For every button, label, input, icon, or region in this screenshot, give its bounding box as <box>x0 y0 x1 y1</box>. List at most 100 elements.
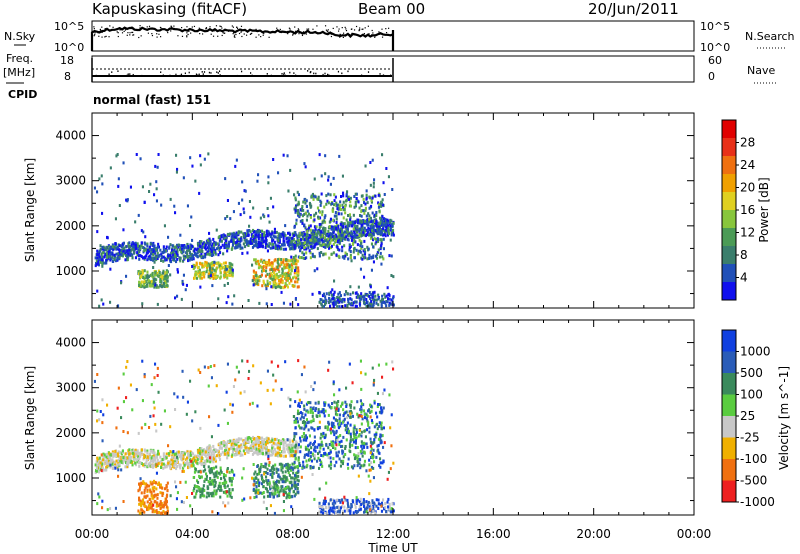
power-cell <box>279 235 282 239</box>
power-cell <box>309 228 312 232</box>
velocity-cell <box>198 454 201 458</box>
velocity-cell <box>231 441 234 445</box>
velocity-cell <box>214 448 217 452</box>
power-cell <box>242 233 245 237</box>
power-cell <box>285 237 288 241</box>
power-cell <box>124 258 127 262</box>
velocity-cell <box>232 445 235 448</box>
velocity-cell <box>229 439 232 443</box>
power-cell <box>303 257 306 260</box>
velocity-cell <box>348 410 351 414</box>
power-cell <box>136 242 139 246</box>
power-cell <box>140 274 143 278</box>
power-cell <box>186 249 189 253</box>
velocity-cell <box>267 451 270 455</box>
power-cell <box>231 302 234 306</box>
power-cell <box>266 207 269 210</box>
velocity-cell <box>109 465 112 469</box>
power-cell <box>370 256 373 260</box>
nave-point <box>218 70 221 73</box>
velocity-cell <box>122 456 125 460</box>
power-cell <box>169 257 172 261</box>
velocity-cell <box>169 464 172 468</box>
colorbar-swatch <box>722 228 736 247</box>
power-cell <box>373 237 376 241</box>
power-cell <box>358 227 361 231</box>
power-cell <box>193 264 196 268</box>
velocity-cell <box>365 442 368 446</box>
power-cell <box>327 192 330 196</box>
velocity-cell <box>293 494 296 498</box>
velocity-cell <box>190 451 193 455</box>
nsearch-point <box>201 33 204 35</box>
velocity-cell <box>279 477 282 481</box>
power-cell <box>318 153 321 157</box>
power-cell <box>325 194 328 198</box>
power-cell <box>182 273 185 277</box>
nsky-label: N.Sky <box>4 30 36 43</box>
velocity-cell <box>97 469 100 473</box>
velocity-cell <box>286 485 289 489</box>
power-cell <box>365 193 368 197</box>
velocity-cell <box>255 495 258 499</box>
nsearch-point <box>327 29 329 31</box>
velocity-cell <box>124 456 127 460</box>
power-cell <box>332 230 335 234</box>
velocity-cell <box>159 500 162 504</box>
nsearch-point <box>365 34 367 36</box>
power-cell <box>350 298 353 302</box>
power-cell <box>225 301 228 305</box>
power-cell <box>323 230 326 233</box>
velocity-cell <box>207 491 210 495</box>
power-cell <box>306 214 309 218</box>
nsearch-point <box>108 36 110 38</box>
velocity-cell <box>373 440 376 444</box>
velocity-cell <box>285 444 288 448</box>
nave-point <box>201 71 203 73</box>
power-cell <box>220 263 223 267</box>
velocity-cell <box>159 483 162 487</box>
power-cell <box>361 245 364 249</box>
velocity-cell <box>96 463 99 467</box>
nave-point <box>367 71 370 73</box>
power-cell <box>374 298 377 302</box>
power-cell <box>164 256 167 260</box>
velocity-cell <box>203 489 206 492</box>
nave-point <box>219 74 221 76</box>
power-cell <box>305 241 308 245</box>
power-cell <box>251 245 254 249</box>
power-cell <box>345 290 348 294</box>
power-cell <box>366 257 369 261</box>
power-cell <box>151 273 154 277</box>
power-cell <box>336 246 339 249</box>
power-cell <box>300 233 303 237</box>
power-cell <box>271 242 274 246</box>
power-cell <box>196 254 199 258</box>
nave-point <box>169 74 171 77</box>
power-cell <box>266 232 269 236</box>
power-cell <box>363 201 366 204</box>
nsearch-point <box>353 29 356 31</box>
power-cell <box>230 267 233 271</box>
power-cell <box>318 254 321 258</box>
nave-point <box>236 74 238 77</box>
velocity-cell <box>369 410 372 414</box>
power-cell <box>156 272 159 275</box>
velocity-cell <box>208 482 211 486</box>
power-cell <box>368 214 371 218</box>
power-cell <box>109 258 112 262</box>
velocity-cell <box>148 498 151 501</box>
power-cell <box>210 244 213 248</box>
power-cell <box>249 237 252 241</box>
power-cell <box>335 214 338 218</box>
velocity-cell <box>207 494 210 498</box>
velocity-cell <box>203 494 206 498</box>
power-cell <box>380 217 383 221</box>
power-cell <box>350 220 353 224</box>
power-cell <box>352 220 355 224</box>
power-cell <box>190 215 193 219</box>
power-cell <box>165 258 168 262</box>
velocity-cell <box>278 494 281 498</box>
power-cell <box>288 244 291 248</box>
power-cell <box>325 239 328 243</box>
